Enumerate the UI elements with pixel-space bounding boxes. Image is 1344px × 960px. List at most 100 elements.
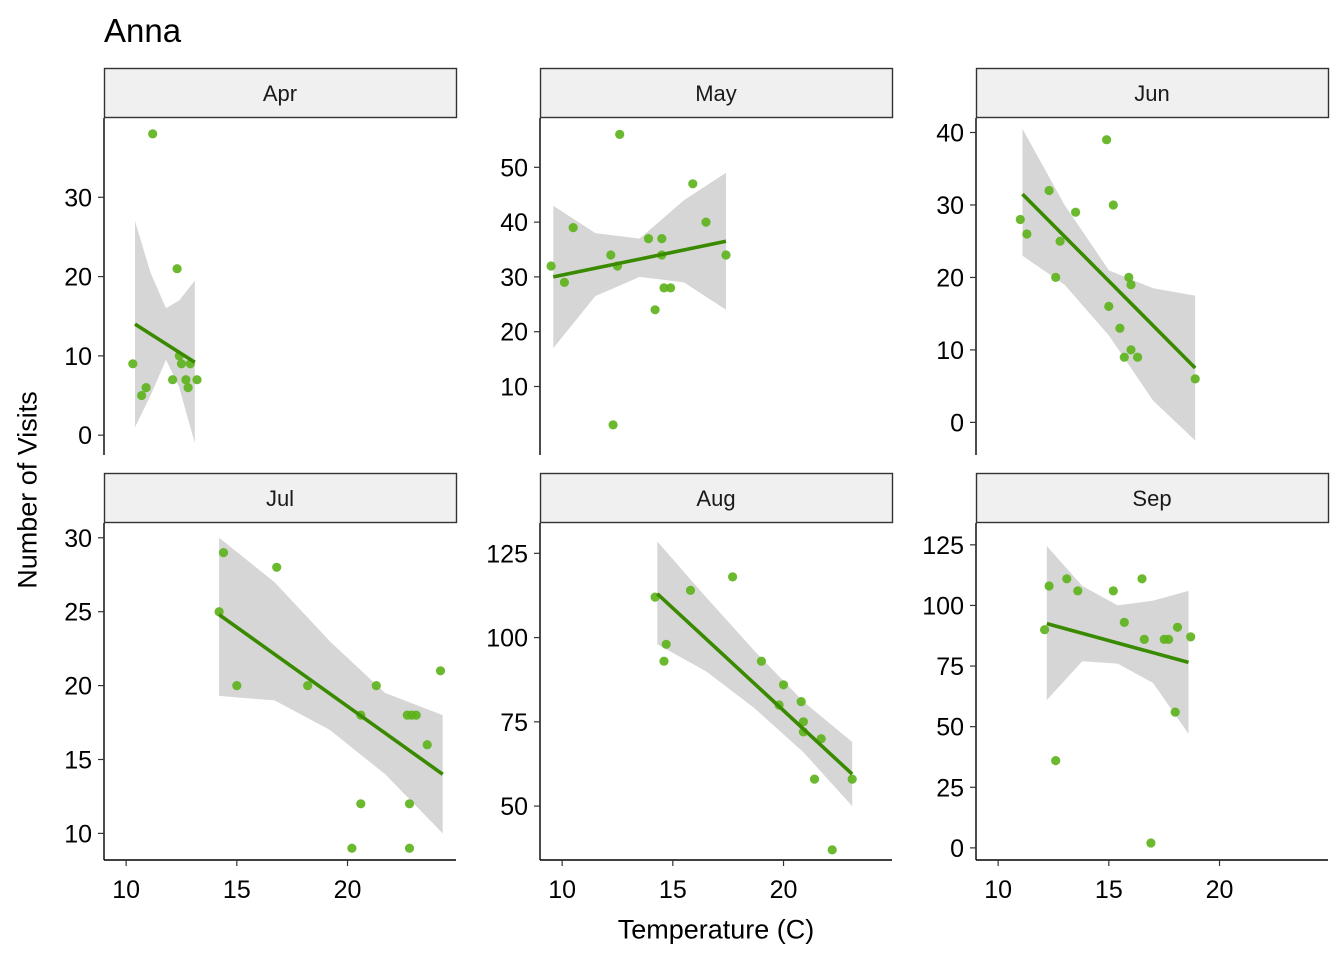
trend-line [1021, 192, 1197, 370]
data-point [568, 223, 578, 233]
y-tick-label: 40 [936, 119, 964, 147]
y-tick-label: 10 [64, 820, 92, 848]
data-point [356, 799, 366, 809]
panel-aug: Aug 50 75 100 125 10 15 20 [486, 472, 894, 904]
y-tick-label: 20 [936, 264, 964, 292]
data-point [128, 359, 138, 369]
data-point [148, 129, 158, 139]
trend-line [1046, 621, 1190, 665]
data-point [615, 129, 625, 139]
data-point [608, 420, 618, 430]
panel-apr: Apr 0 10 20 30 [64, 67, 458, 455]
y-tick-label: 20 [64, 673, 92, 701]
data-point [172, 264, 182, 274]
facet-label: Jul [266, 486, 294, 511]
data-point [168, 375, 178, 385]
data-point [1051, 272, 1061, 282]
data-point [688, 179, 698, 189]
data-point [1146, 838, 1156, 848]
facet-label: Aug [696, 486, 735, 511]
confidence-band [657, 541, 853, 807]
data-point [192, 375, 202, 385]
x-tick-label: 10 [984, 876, 1012, 904]
data-point [1126, 345, 1136, 355]
x-tick-label: 20 [770, 876, 798, 904]
data-point [1139, 634, 1149, 645]
data-point [218, 548, 229, 558]
y-tick-label: 0 [950, 409, 964, 437]
data-point [347, 843, 357, 853]
data-point [411, 710, 421, 720]
data-point [778, 680, 789, 690]
y-tick-label: 30 [500, 264, 528, 292]
data-point [303, 681, 313, 691]
data-point [1133, 352, 1143, 362]
data-point [728, 572, 738, 582]
data-point [214, 607, 224, 617]
data-point [1190, 374, 1200, 384]
data-point [371, 681, 381, 691]
y-tick-label: 15 [64, 746, 92, 774]
data-point [137, 390, 147, 401]
y-tick-label: 50 [500, 793, 528, 821]
data-point [435, 666, 446, 676]
y-tick-label: 100 [486, 625, 528, 653]
facet-strip [539, 67, 894, 119]
data-point [756, 656, 767, 666]
y-tick-label: 125 [486, 540, 528, 568]
chart-title: Anna [104, 12, 182, 49]
data-point [721, 250, 731, 260]
y-tick-label: 75 [500, 709, 528, 737]
data-point [659, 656, 669, 666]
data-point [422, 740, 432, 750]
data-point [1172, 622, 1183, 632]
y-tick-label: 25 [64, 599, 92, 627]
data-point [1104, 301, 1114, 311]
y-axis-label: Number of Visits [12, 391, 43, 589]
data-point [1124, 272, 1134, 282]
data-point [827, 845, 837, 855]
data-point [643, 234, 654, 244]
confidence-band [219, 537, 443, 834]
data-point [1119, 352, 1129, 362]
data-point [809, 774, 820, 784]
panel-sep: Sep 0 25 50 75 100 125 10 15 20 [922, 472, 1330, 904]
x-tick-label: 20 [1206, 876, 1234, 904]
data-point [666, 283, 676, 293]
y-tick-label: 40 [500, 209, 528, 237]
confidence-band [1022, 128, 1196, 441]
data-point [1062, 574, 1072, 584]
x-tick-label: 15 [223, 876, 251, 904]
data-point [176, 359, 187, 369]
data-point [272, 562, 282, 572]
data-point [650, 305, 660, 315]
data-point [1044, 185, 1054, 196]
y-tick-label: 125 [922, 532, 964, 560]
y-tick-label: 100 [922, 592, 964, 620]
facet-label: Jun [1134, 81, 1169, 106]
data-point [1115, 323, 1125, 333]
data-point [404, 843, 415, 853]
confidence-band [135, 221, 195, 444]
facet-strip [103, 67, 458, 119]
data-point [1055, 236, 1065, 246]
y-tick-label: 10 [936, 337, 964, 365]
x-tick-label: 20 [334, 876, 362, 904]
y-tick-label: 50 [500, 154, 528, 182]
data-point [661, 639, 671, 649]
y-tick-label: 20 [64, 264, 92, 292]
panel-may: May 10 20 30 40 50 [500, 67, 894, 455]
data-point [404, 799, 415, 809]
trend-line [656, 592, 854, 776]
x-tick-label: 10 [112, 876, 140, 904]
data-point [1108, 586, 1118, 596]
data-point [659, 283, 669, 293]
y-tick-label: 30 [64, 525, 92, 553]
panel-jun: Jun 0 10 20 30 40 [936, 67, 1330, 455]
y-tick-label: 20 [500, 319, 528, 347]
data-point [183, 383, 193, 393]
data-point [798, 717, 809, 727]
data-point [1102, 135, 1112, 145]
data-point [1137, 574, 1147, 584]
